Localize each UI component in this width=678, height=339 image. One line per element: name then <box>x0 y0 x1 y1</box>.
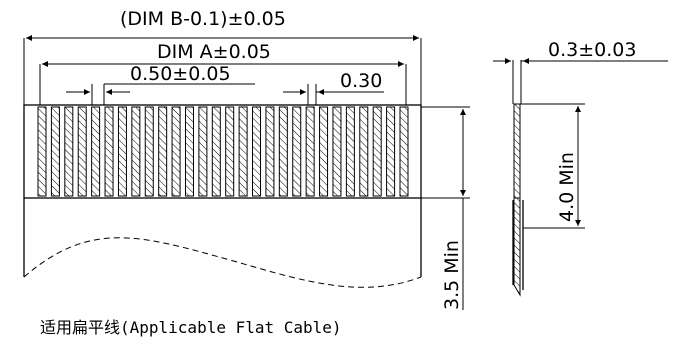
stripped-min-label: 3.5 Min <box>441 240 463 310</box>
conductor-22 <box>319 106 329 197</box>
conductor-20 <box>292 106 302 197</box>
conductor-5 <box>91 106 101 197</box>
conductor-10 <box>158 106 168 197</box>
dim-b-dimension: (DIM B-0.1)±0.05 <box>23 8 422 105</box>
conductor-11 <box>171 106 181 197</box>
conductor-25 <box>359 106 369 197</box>
dim-a-label: DIM A±0.05 <box>157 41 271 63</box>
thickness-label: 0.3±0.03 <box>548 39 636 61</box>
conductor-23 <box>332 106 342 197</box>
conductor-1 <box>37 106 47 197</box>
conductor-8 <box>131 106 141 197</box>
conductor-18 <box>265 106 275 197</box>
conductor-3 <box>64 106 74 197</box>
conductor-28 <box>399 106 409 197</box>
conductor-26 <box>372 106 382 197</box>
conductor-14 <box>211 106 221 197</box>
stripped-length-dimension: 3.5 Min <box>421 106 470 310</box>
caption: 适用扁平线(Applicable Flat Cable) <box>40 318 342 337</box>
dim-a-dimension: DIM A±0.05 <box>39 41 407 105</box>
conductor-27 <box>386 106 396 197</box>
conductor-6 <box>104 106 114 197</box>
side-view: 0.3±0.03 4.0 Min <box>493 39 668 297</box>
dim-b-label: (DIM B-0.1)±0.05 <box>120 8 286 30</box>
flat-cable-top-view <box>23 104 422 288</box>
conductor-13 <box>198 106 208 197</box>
conductor-12 <box>184 106 194 197</box>
conductor-width-dimension: 0.30 <box>283 70 384 105</box>
conductor-7 <box>117 106 127 197</box>
conductor-2 <box>50 106 60 197</box>
conductor-4 <box>77 106 87 197</box>
conductor-width-label: 0.30 <box>340 70 382 92</box>
pitch-label: 0.50±0.05 <box>130 63 231 85</box>
conductor-15 <box>225 106 235 197</box>
conductor-24 <box>345 106 355 197</box>
conductor-16 <box>238 106 248 197</box>
conductor-19 <box>278 106 288 197</box>
insertion-min-label: 4.0 Min <box>556 152 578 222</box>
conductor-21 <box>305 106 315 197</box>
conductor-array <box>37 106 409 197</box>
conductor-9 <box>144 106 154 197</box>
conductor-17 <box>252 106 262 197</box>
pitch-dimension: 0.50±0.05 <box>66 63 255 105</box>
